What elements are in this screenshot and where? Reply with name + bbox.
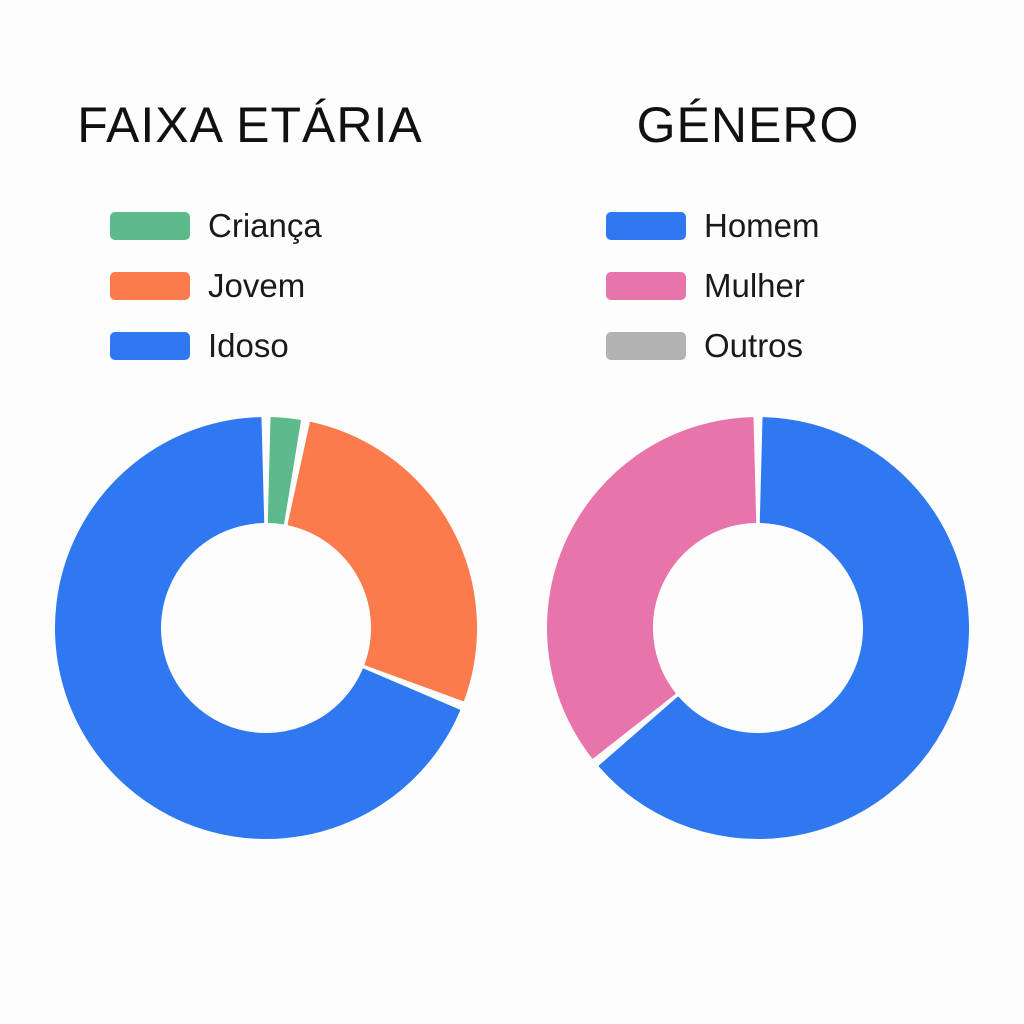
donut-slice-mulher <box>547 417 757 759</box>
legend-item: Homem <box>606 196 820 256</box>
legend-swatch <box>110 332 190 360</box>
legend-item: Jovem <box>110 256 322 316</box>
legend-swatch <box>606 332 686 360</box>
legend-label: Outros <box>704 327 804 364</box>
gender-donut-chart <box>547 417 969 839</box>
legend-label: Criança <box>208 207 322 244</box>
legend-swatch <box>110 212 190 240</box>
legend-item: Outros <box>606 316 820 376</box>
donut-slice-crianca <box>267 417 301 525</box>
legend-swatch <box>606 212 686 240</box>
legend-label: Homem <box>704 207 820 244</box>
legend-item: Mulher <box>606 256 820 316</box>
chart-title: FAIXA ETÁRIA <box>77 97 423 153</box>
legend-label: Jovem <box>208 267 306 304</box>
age-donut-chart <box>55 417 477 839</box>
legend-item: Criança <box>110 196 322 256</box>
chart-title: GÉNERO <box>636 97 860 153</box>
legend-label: Idoso <box>208 327 289 364</box>
donut-slice-homem <box>598 417 969 839</box>
chart-legend: Criança Jovem Idoso <box>110 196 322 376</box>
legend-swatch <box>110 272 190 300</box>
age-chart-panel: FAIXA ETÁRIA Criança Jovem Idoso <box>55 97 477 839</box>
legend-item: Idoso <box>110 316 322 376</box>
gender-chart-panel: GÉNERO Homem Mulher Outros <box>512 0 1024 1024</box>
donut-slice-jovem <box>287 421 477 702</box>
donut-slice-idoso <box>55 417 461 839</box>
legend-label: Mulher <box>704 267 805 304</box>
legend-swatch <box>606 272 686 300</box>
chart-legend: Homem Mulher Outros <box>606 196 820 376</box>
